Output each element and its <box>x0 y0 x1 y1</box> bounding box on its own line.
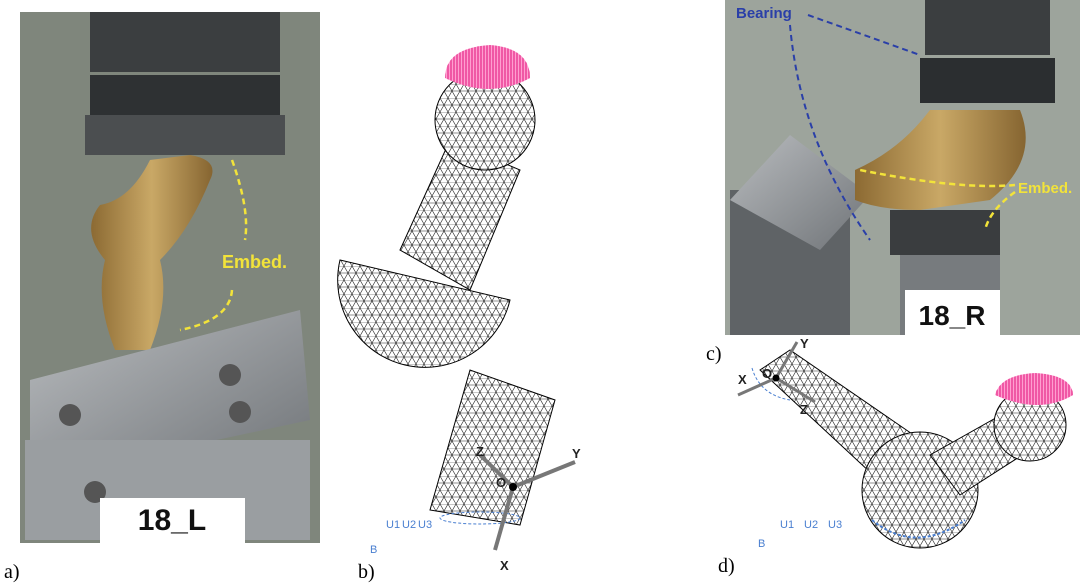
panel-label: b) <box>358 561 375 583</box>
boundary-label: B <box>370 544 377 556</box>
axis-label: O <box>762 366 772 381</box>
mesh-b: X Y Z O B U1 U2 U3 <box>338 45 581 573</box>
panel-label: d) <box>718 555 735 577</box>
boundary-label: B <box>758 538 765 550</box>
specimen-label: 18_L <box>138 504 206 537</box>
dof-label: U1 <box>780 519 794 531</box>
photo-a: 18_L Embed. <box>20 12 320 543</box>
axis-label: O <box>496 475 506 490</box>
dof-label: U2 <box>402 519 416 531</box>
axis-label: X <box>738 372 747 387</box>
axis-label: Y <box>800 336 809 351</box>
figure: 18_L Embed. a) X Y Z O B U1 U2 U3 b) 18_… <box>0 0 1080 583</box>
dof-label: U3 <box>828 519 842 531</box>
dof-label: U1 <box>386 519 400 531</box>
panel-label: a) <box>4 561 20 583</box>
axis-label: Y <box>572 446 581 461</box>
specimen-label: 18_R <box>919 300 986 331</box>
axis-label: Z <box>476 444 484 459</box>
annotation: Embed. <box>222 252 287 272</box>
dof-label: U2 <box>804 519 818 531</box>
panel-label: c) <box>706 343 722 365</box>
axis-label: X <box>500 558 509 573</box>
dof-label: U3 <box>418 519 432 531</box>
axis-label: Z <box>800 402 808 417</box>
annotation: Bearing <box>736 5 792 22</box>
annotation: Embed. <box>1018 180 1072 197</box>
mesh-d: X Y Z O B U1 U2 U3 <box>738 336 1073 550</box>
photo-c: 18_R Bearing Embed. <box>725 0 1080 335</box>
